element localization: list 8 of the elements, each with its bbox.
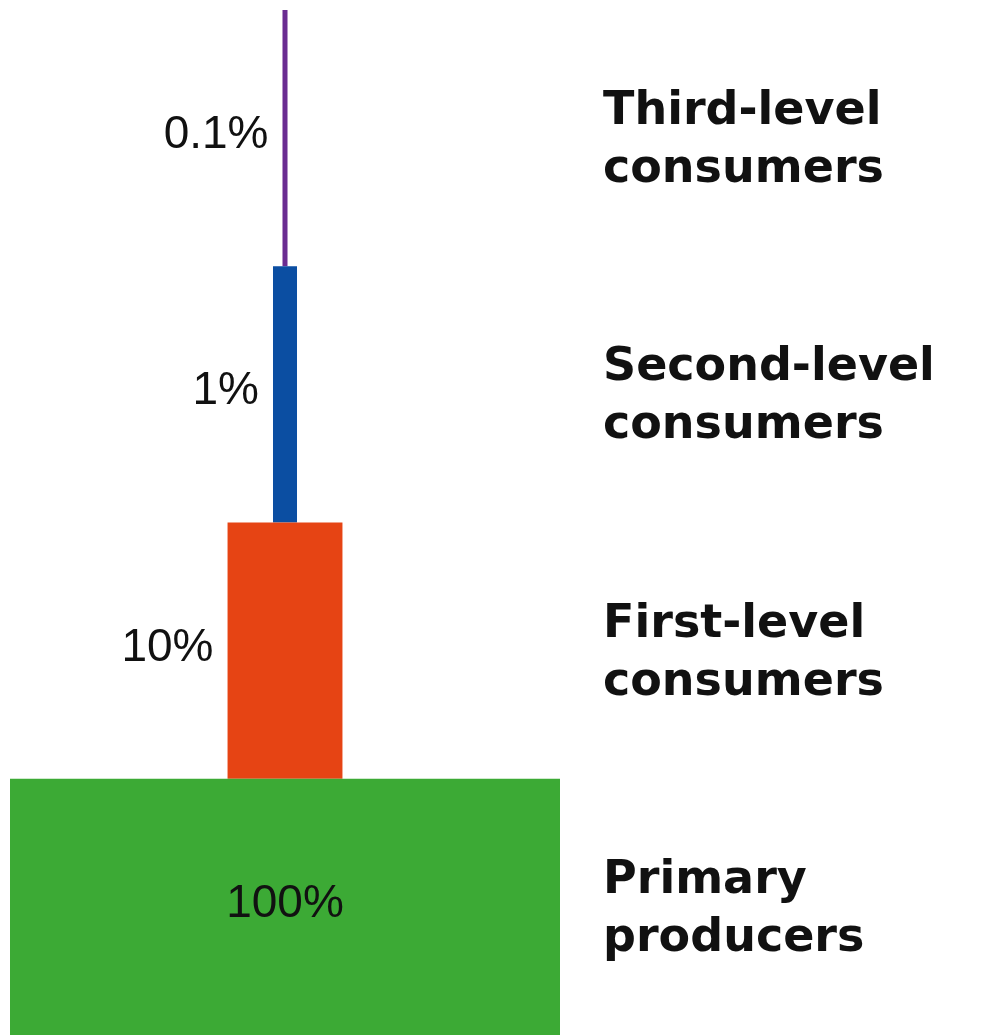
category-label: First-level consumers — [603, 593, 884, 706]
data-label: 100% — [226, 874, 344, 927]
category-label: Third-level consumers — [603, 81, 884, 194]
category-label: Second-level consumers — [603, 337, 935, 450]
category-label: Primary producers — [603, 849, 865, 962]
data-label: 1% — [192, 362, 259, 415]
data-label: 0.1% — [163, 106, 269, 159]
data-label: 10% — [121, 618, 214, 671]
